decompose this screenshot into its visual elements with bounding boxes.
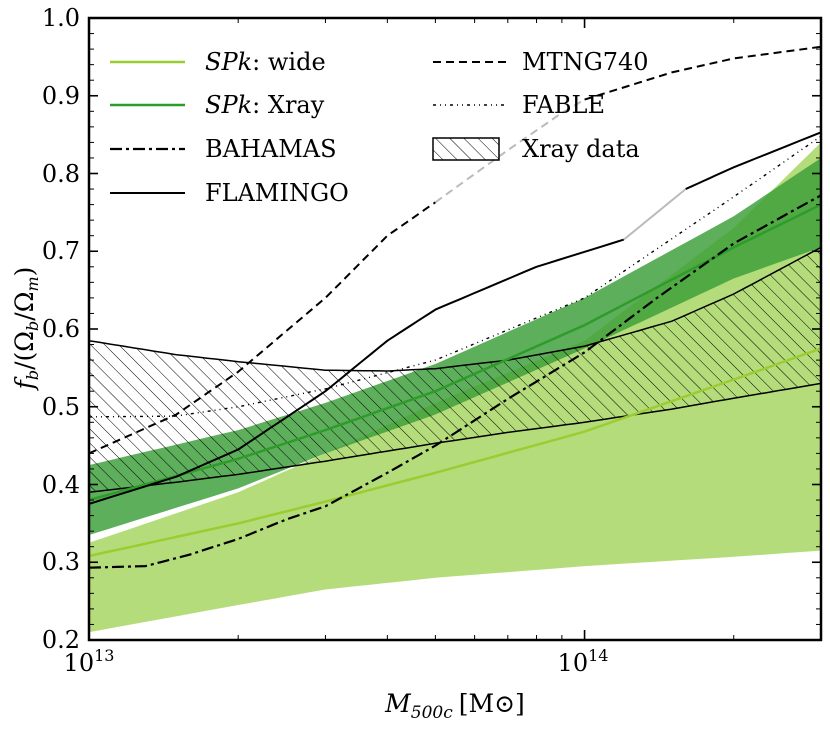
- series-flamingo: [89, 238, 625, 505]
- y-tick-label: 1.0: [42, 4, 80, 32]
- xray-data-upper-edge: [89, 246, 821, 372]
- x-axis-label: M500c [M⊙]: [384, 689, 525, 723]
- bands-layer: [89, 142, 821, 633]
- y-tick-label: 0.5: [42, 393, 80, 421]
- y-tick-label: 0.6: [42, 315, 80, 343]
- y-tick-label: 0.4: [42, 471, 80, 499]
- legend-swatch-xray-data: [432, 137, 500, 161]
- series-fable: [89, 135, 821, 418]
- y-tick-label: 0.9: [42, 82, 80, 110]
- series-flamingo-high-mass: [685, 131, 821, 190]
- series-flamingo-gray-segment: [623, 188, 687, 241]
- legend-swatches: [110, 60, 508, 194]
- y-tick-label: 0.3: [42, 548, 80, 576]
- series-bahamas: [89, 194, 821, 569]
- series-spk-xray: [89, 203, 821, 502]
- band-xray-data-fill: [89, 247, 821, 493]
- series-spk-wide: [89, 347, 821, 558]
- x-tick-label: 1014: [558, 646, 609, 677]
- legend-label-flamingo: FLAMINGO: [205, 179, 349, 207]
- legend-label-spk-xray: SPk: Xray: [205, 91, 325, 119]
- y-tick-labels: 0.2 0.3 0.4 0.5 0.6 0.7 0.8 0.9 1.0: [42, 4, 80, 654]
- series-mtng740-high-mass: [584, 45, 821, 101]
- legend-label-mtng740: MTNG740: [522, 48, 649, 76]
- legend-label-fable: FABLE: [522, 91, 605, 119]
- series-layer: [89, 45, 821, 569]
- axes-layer: [87, 16, 823, 642]
- y-tick-label: 0.8: [42, 160, 80, 188]
- y-tick-label: 0.2: [42, 626, 80, 654]
- y-tick-label: 0.7: [42, 237, 80, 265]
- band-spk-wide-band: [89, 142, 821, 633]
- y-axis-label: fb/(Ωb/Ωm): [10, 267, 42, 392]
- series-mtng740-gray-segment: [434, 98, 586, 204]
- legend-label-bahamas: BAHAMAS: [205, 135, 337, 163]
- x-tick-labels: 1013 1014: [64, 646, 609, 677]
- x-tick-label: 1013: [64, 646, 115, 677]
- legend-label-spk-wide: SPk: wide: [205, 48, 326, 76]
- legend-label-xray-data: Xray data: [522, 135, 640, 163]
- xray-data-lower-edge: [89, 382, 821, 494]
- series-mtng740: [89, 201, 436, 455]
- legend: SPk: wide SPk: Xray BAHAMAS FLAMINGO MTN…: [110, 48, 649, 207]
